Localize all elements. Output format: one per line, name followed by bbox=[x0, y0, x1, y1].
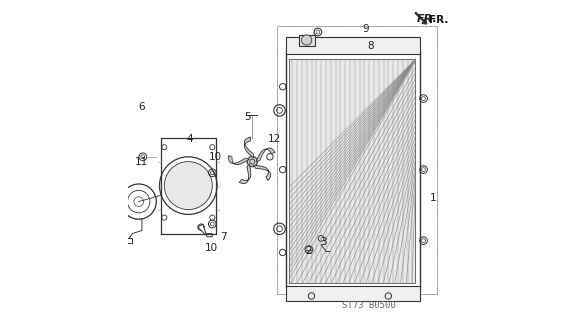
Bar bbox=[286, 37, 420, 54]
Text: 1: 1 bbox=[430, 193, 436, 204]
Polygon shape bbox=[244, 137, 254, 158]
Bar bbox=[408, 38, 412, 51]
Bar bbox=[286, 286, 420, 301]
Text: 11: 11 bbox=[135, 156, 148, 167]
Text: ST73 B0500: ST73 B0500 bbox=[342, 301, 396, 310]
Bar bbox=[277, 26, 437, 294]
Bar bbox=[289, 59, 416, 283]
Circle shape bbox=[301, 35, 312, 45]
Text: 10: 10 bbox=[205, 243, 218, 253]
Text: FR.: FR. bbox=[416, 13, 437, 24]
Polygon shape bbox=[228, 156, 249, 165]
Bar bbox=[124, 238, 132, 243]
Text: 8: 8 bbox=[367, 41, 374, 52]
Text: 6: 6 bbox=[139, 102, 145, 112]
Bar bbox=[277, 26, 437, 294]
Text: 4: 4 bbox=[186, 134, 193, 144]
Text: 9: 9 bbox=[363, 24, 369, 34]
Bar bbox=[286, 51, 420, 288]
Text: 2: 2 bbox=[305, 246, 312, 256]
Bar bbox=[289, 38, 294, 51]
Polygon shape bbox=[254, 165, 271, 180]
Polygon shape bbox=[239, 164, 251, 183]
Text: 5: 5 bbox=[244, 112, 251, 122]
Circle shape bbox=[164, 162, 212, 210]
Text: 10: 10 bbox=[209, 152, 222, 162]
Circle shape bbox=[247, 156, 258, 167]
Polygon shape bbox=[198, 224, 212, 237]
Text: FR.: FR. bbox=[429, 15, 448, 25]
Text: 3: 3 bbox=[320, 236, 327, 247]
Bar bbox=[298, 35, 315, 46]
FancyArrow shape bbox=[415, 12, 427, 24]
Text: 7: 7 bbox=[220, 232, 227, 242]
Polygon shape bbox=[256, 148, 275, 162]
Text: 12: 12 bbox=[268, 134, 281, 144]
